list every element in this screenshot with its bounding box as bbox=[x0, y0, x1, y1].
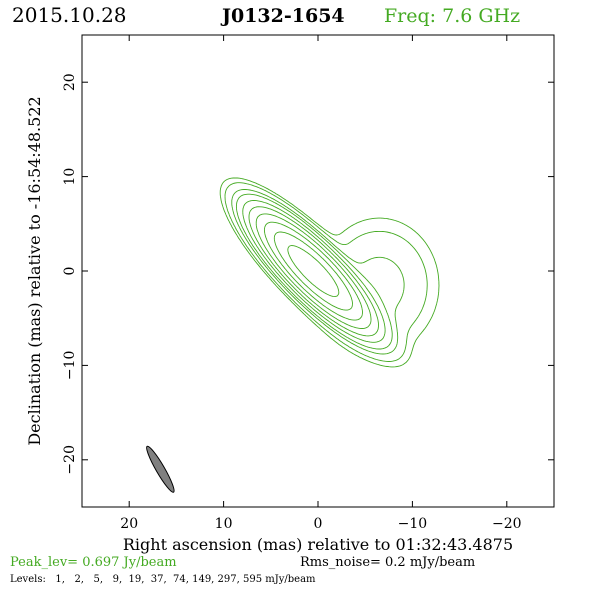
rms-noise: Rms_noise= 0.2 mJy/beam bbox=[300, 555, 475, 570]
contour-level-37 bbox=[248, 206, 379, 337]
x-tick-label: 0 bbox=[314, 516, 323, 532]
frequency-label: Freq: 7.6 GHz bbox=[384, 5, 520, 27]
contour-level-5 bbox=[231, 189, 405, 355]
y-tick-label: 20 bbox=[62, 73, 78, 91]
x-tick-label: 20 bbox=[120, 516, 138, 532]
observation-date: 2015.10.28 bbox=[12, 3, 127, 27]
y-axis-label: Declination (mas) relative to -16:54:48.… bbox=[25, 96, 44, 445]
contour-level-19 bbox=[242, 200, 386, 343]
beam-ellipse bbox=[146, 445, 175, 493]
contour-lines bbox=[219, 177, 440, 368]
y-tick-label: −10 bbox=[62, 351, 78, 381]
peak-level: Peak_lev= 0.697 Jy/beam bbox=[10, 555, 177, 570]
y-tick-label: 10 bbox=[62, 168, 78, 186]
y-tick-label: −20 bbox=[62, 445, 78, 475]
contour-level-297 bbox=[273, 231, 353, 311]
axis-tick-labels: 20 10 0 −10 −20 20 10 0 −10 −20 bbox=[62, 73, 522, 532]
beam-shape bbox=[146, 445, 175, 493]
axis-ticks bbox=[82, 35, 554, 507]
contour-level-9 bbox=[235, 193, 393, 350]
contour-level-149 bbox=[263, 221, 363, 321]
x-axis-label: Right ascension (mas) relative to 01:32:… bbox=[123, 535, 513, 554]
y-tick-label: 0 bbox=[62, 267, 78, 276]
x-tick-label: 10 bbox=[215, 516, 233, 532]
contour-levels: Levels: 1, 2, 5, 9, 19, 37, 74, 149, 297… bbox=[10, 574, 316, 585]
plot-frame bbox=[81, 34, 555, 508]
contour-level-1 bbox=[219, 177, 440, 368]
contour-level-2 bbox=[224, 182, 428, 362]
x-tick-label: −10 bbox=[398, 516, 428, 532]
contour-level-595 bbox=[287, 245, 340, 298]
contour-level-74 bbox=[255, 213, 372, 329]
source-name: J0132-1654 bbox=[220, 5, 345, 27]
x-tick-label: −20 bbox=[492, 516, 522, 532]
